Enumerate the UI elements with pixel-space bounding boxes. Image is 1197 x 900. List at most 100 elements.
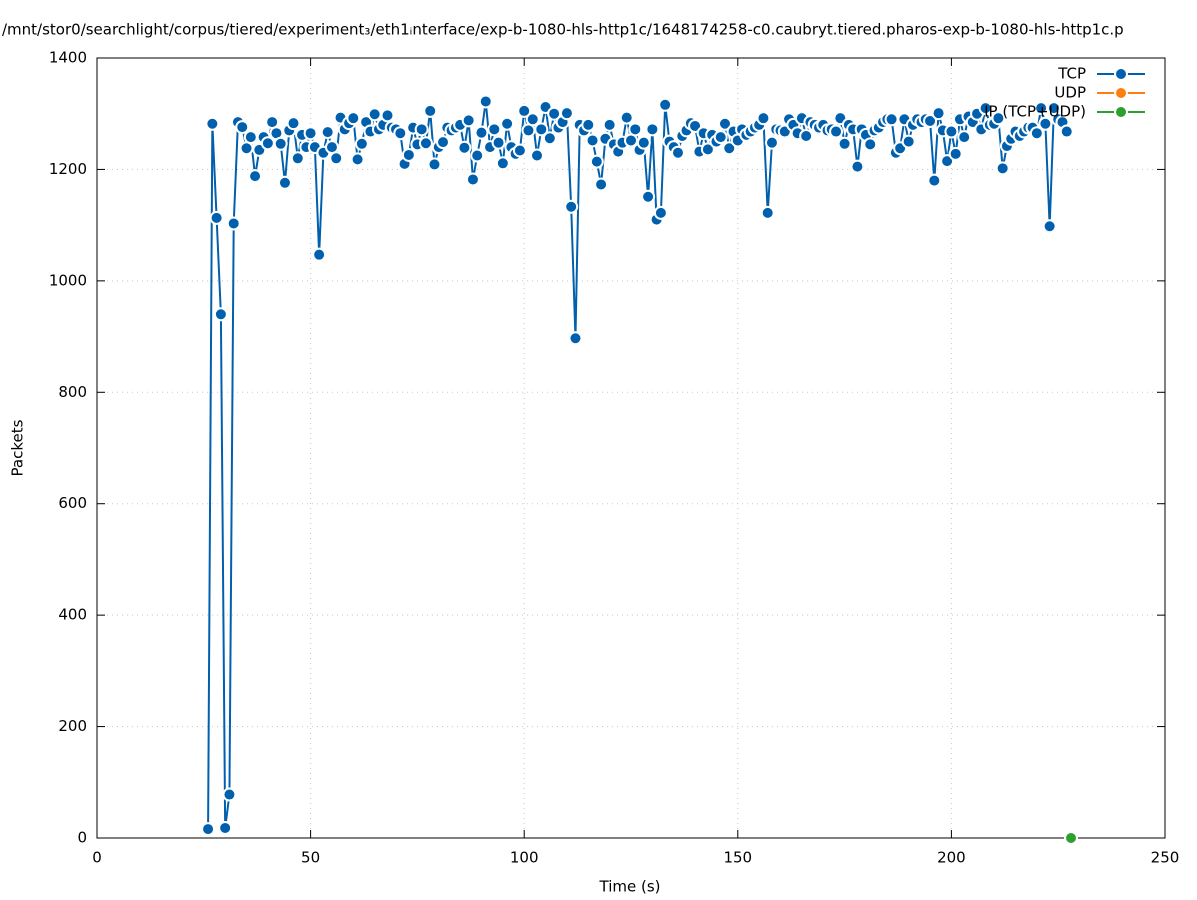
data-point — [713, 130, 728, 145]
data-point — [474, 125, 489, 140]
data-point — [564, 199, 579, 214]
y-tick-label: 1400 — [49, 49, 87, 67]
data-point — [850, 159, 865, 174]
data-point — [645, 122, 660, 137]
data-point — [478, 94, 493, 109]
data-point — [418, 136, 433, 151]
data-point — [717, 116, 732, 131]
data-point — [636, 135, 651, 150]
data-point — [201, 822, 216, 837]
data-point — [329, 151, 344, 166]
y-tick-label: 0 — [77, 829, 87, 847]
data-point — [260, 136, 275, 151]
data-point — [589, 154, 604, 169]
data-point — [346, 111, 361, 126]
legend-swatch — [1114, 86, 1128, 100]
data-point — [525, 112, 540, 127]
data-point — [243, 130, 258, 145]
data-point — [205, 116, 220, 131]
y-tick-label: 200 — [58, 717, 87, 735]
data-point — [286, 116, 301, 131]
data-point — [670, 145, 685, 160]
data-point — [641, 189, 656, 204]
data-point — [991, 111, 1006, 126]
data-point — [948, 146, 963, 161]
data-point — [927, 173, 942, 188]
data-point — [764, 135, 779, 150]
data-point — [700, 142, 715, 157]
data-point — [414, 122, 429, 137]
data-point — [957, 130, 972, 145]
data-point — [901, 134, 916, 149]
x-tick-label: 250 — [1151, 849, 1180, 867]
data-point — [457, 140, 472, 155]
legend-label: UDP — [1054, 84, 1086, 102]
series-line — [207, 101, 1068, 830]
data-point — [226, 216, 241, 231]
data-point — [235, 120, 250, 135]
data-point — [995, 161, 1010, 176]
data-point — [491, 135, 506, 150]
data-point — [559, 106, 574, 121]
data-point — [542, 131, 557, 146]
data-point — [837, 136, 852, 151]
data-point — [863, 137, 878, 152]
data-point — [534, 122, 549, 137]
x-tick-label: 150 — [723, 849, 752, 867]
data-point — [312, 247, 327, 262]
data-point — [248, 169, 263, 184]
y-tick-label: 600 — [58, 494, 87, 512]
legend-label: IP (TCP+UDP) — [984, 103, 1086, 121]
data-point — [354, 136, 369, 151]
data-point — [1042, 219, 1057, 234]
y-axis-label: Packets — [9, 419, 27, 476]
data-point — [829, 124, 844, 139]
y-tick-label: 1200 — [49, 160, 87, 178]
data-point — [722, 141, 737, 156]
data-point — [581, 117, 596, 132]
data-point — [367, 107, 382, 122]
data-point — [760, 205, 775, 220]
data-point — [277, 175, 292, 190]
data-point — [799, 129, 814, 143]
y-tick-label: 400 — [58, 606, 87, 624]
legend-swatch — [1114, 105, 1128, 119]
data-point — [436, 135, 451, 150]
data-point — [944, 124, 959, 139]
data-point — [209, 210, 224, 225]
data-point — [350, 152, 365, 167]
data-point — [931, 106, 946, 121]
x-tick-label: 200 — [937, 849, 966, 867]
x-axis-label: Time (s) — [599, 878, 661, 896]
data-point — [401, 147, 416, 162]
data-point — [461, 113, 476, 128]
data-point — [978, 101, 993, 116]
data-point — [303, 126, 318, 141]
plot-border — [96, 57, 1166, 839]
data-point — [923, 113, 938, 128]
x-tick-label: 0 — [92, 849, 102, 867]
data-point — [1059, 124, 1074, 139]
legend-swatch — [1114, 67, 1128, 81]
y-tick-label: 800 — [58, 383, 87, 401]
data-point — [619, 110, 634, 125]
data-point — [1029, 126, 1044, 141]
data-point — [423, 103, 438, 118]
data-point — [1038, 116, 1053, 131]
data-point — [427, 157, 442, 172]
chart-title: /mnt/stor0/searchlight/corpus/tiered/exp… — [2, 21, 1124, 39]
data-point — [568, 331, 583, 346]
y-tick-label: 1000 — [49, 271, 87, 289]
x-tick-label: 50 — [301, 849, 320, 867]
data-point — [756, 111, 771, 126]
data-point — [517, 103, 532, 118]
data-point — [512, 143, 527, 158]
data-point — [290, 151, 305, 166]
data-point — [465, 172, 480, 187]
data-point — [1064, 831, 1079, 845]
data-point — [380, 108, 395, 123]
data-point — [653, 205, 668, 220]
x-tick-label: 100 — [510, 849, 539, 867]
data-point — [500, 116, 515, 131]
